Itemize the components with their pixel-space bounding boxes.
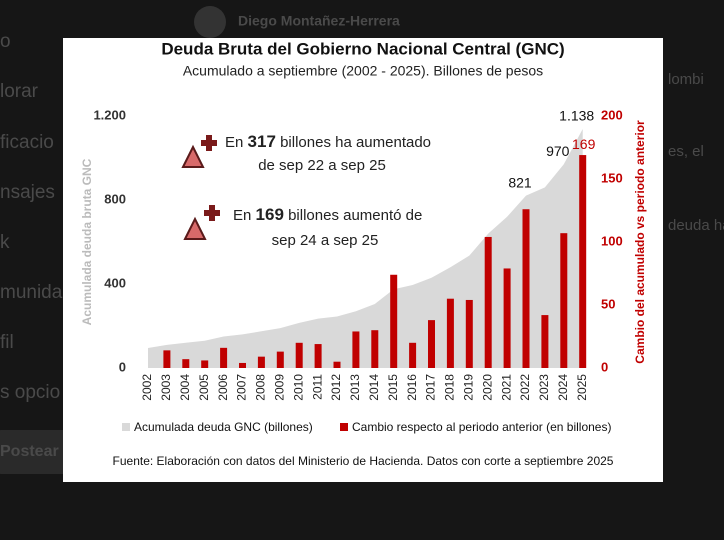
bar: [276, 351, 284, 368]
bar: [371, 330, 379, 368]
bar: [484, 236, 492, 368]
x-tick-label: 2011: [310, 374, 324, 400]
annotation-text: sep 24 a sep 25: [272, 232, 379, 249]
y-tick-label: 1.200: [93, 107, 126, 122]
x-tick-label: 2023: [537, 374, 551, 401]
annotation-text: de sep 22 a sep 25: [258, 157, 386, 174]
bar: [352, 331, 360, 368]
triangle-icon: [181, 144, 205, 168]
x-tick-label: 2007: [235, 374, 249, 401]
avatar: [194, 6, 226, 38]
y2-tick-label: 0: [601, 359, 608, 374]
y2-tick-label: 200: [601, 107, 623, 122]
menu-item: k: [0, 232, 10, 253]
value-label: 821: [508, 174, 532, 190]
bar: [465, 299, 473, 368]
bar: [257, 356, 265, 368]
menu-item: s opcio: [0, 382, 60, 403]
x-tick-label: 2009: [272, 374, 286, 401]
x-tick-label: 2024: [556, 374, 570, 401]
menu-item: fil: [0, 332, 14, 353]
chart-subtitle: Acumulado a septiembre (2002 - 2025). Bi…: [183, 63, 543, 79]
bar: [295, 342, 303, 368]
author: Diego Montañez-Herrera: [238, 13, 400, 29]
bar: [409, 342, 417, 368]
bar: [541, 315, 549, 368]
post-button-label: Postear: [0, 443, 59, 460]
menu-item: nsajes: [0, 182, 55, 203]
plot: 0 400 800 1.200 0 50 100 150 200 821 970 1.138 169 20…: [93, 107, 622, 434]
source: Fuente: Elaboración con datos del Minist…: [113, 454, 614, 468]
triangle-icon: [183, 216, 207, 240]
y-tick-label: 0: [119, 359, 126, 374]
x-tick-label: 2014: [367, 374, 381, 401]
chart-title: Deuda Bruta del Gobierno Nacional Centra…: [161, 39, 564, 58]
y2-tick-label: 50: [601, 296, 615, 311]
x-tick-label: 2018: [443, 374, 457, 401]
bar: [579, 155, 587, 368]
bar: [201, 360, 209, 368]
menu-item: munida: [0, 282, 63, 303]
y2-axis-label: Cambio del acumulado vs periodo anterior: [633, 120, 647, 364]
x-tick-label: 2008: [254, 374, 268, 401]
x-tick-label: 2022: [518, 374, 532, 401]
bar: [503, 268, 511, 368]
value-label: 970: [546, 143, 570, 159]
x-tick-label: 2004: [178, 374, 192, 401]
y-tick-label: 800: [104, 191, 126, 206]
x-tick-label: 2003: [159, 374, 173, 401]
x-tick-label: 2016: [405, 374, 419, 401]
x-tick-label: 2006: [216, 374, 230, 401]
menu-item: ficacio: [0, 132, 54, 153]
y-axis-label: Acumulada deuda bruta GNC: [80, 158, 94, 325]
area: [148, 129, 583, 368]
post-text: deuda ha: [668, 217, 724, 234]
annotation-text: En 317 billones ha aumentado: [225, 132, 431, 151]
bar: [220, 347, 228, 368]
plus-icon: [204, 205, 220, 221]
annotation: En 169 billones aumentó de sep 24 a sep …: [183, 205, 422, 249]
bar: [314, 344, 322, 368]
x-tick-label: 2002: [140, 374, 154, 401]
bar: [522, 209, 530, 368]
value-label: 1.138: [559, 108, 594, 124]
legend-swatch: [340, 423, 348, 431]
y2-tick-label: 100: [601, 233, 623, 248]
value-label: 169: [572, 136, 596, 152]
annotation-text: En 169 billones aumentó de: [233, 205, 422, 224]
bar: [390, 274, 398, 368]
bar: [446, 298, 454, 368]
post-text: es, el: [668, 143, 704, 160]
bar: [428, 320, 435, 368]
bar: [239, 362, 246, 368]
legend-label: Cambio respecto al periodo anterior (en …: [352, 420, 611, 434]
legend-label: Acumulada deuda GNC (billones): [134, 420, 313, 434]
x-tick-label: 2005: [197, 374, 211, 401]
legend-swatch: [122, 423, 130, 431]
bar: [333, 361, 341, 368]
y-tick-label: 400: [104, 275, 126, 290]
x-tick-label: 2015: [386, 374, 400, 401]
x-tick-label: 2019: [461, 374, 475, 401]
annotation: En 317 billones ha aumentado de sep 22 a…: [181, 132, 431, 174]
bar: [560, 233, 568, 368]
x-tick-label: 2020: [480, 374, 494, 401]
x-tick-label: 2025: [575, 374, 589, 401]
x-tick-label: 2017: [424, 374, 438, 401]
menu-item: o: [0, 31, 11, 52]
x-tick-label: 2010: [291, 374, 305, 401]
bar: [182, 359, 190, 368]
menu-item: lorar: [0, 81, 39, 102]
x-tick-label: 2012: [329, 374, 343, 401]
post-text: lombi: [668, 71, 704, 88]
x-tick-label: 2021: [499, 374, 513, 401]
bar: [163, 350, 171, 368]
plus-icon: [201, 135, 217, 151]
x-tick-label: 2013: [348, 374, 362, 401]
y2-tick-label: 150: [601, 170, 623, 185]
